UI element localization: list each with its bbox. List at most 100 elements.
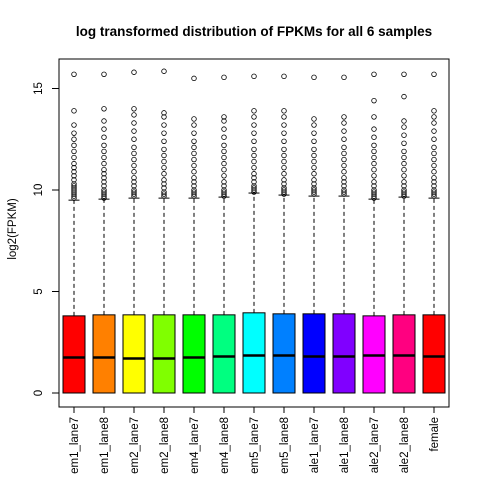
outlier-point — [401, 118, 407, 124]
outlier-point — [371, 173, 377, 179]
outlier-point — [71, 108, 77, 114]
outlier-point — [251, 183, 257, 189]
outlier-point — [341, 189, 347, 195]
box-iqr — [242, 312, 266, 394]
outlier-point — [251, 73, 257, 80]
outlier-point — [251, 138, 257, 144]
outlier-point — [101, 160, 107, 167]
outlier-point — [311, 146, 317, 153]
outlier-point — [431, 71, 437, 77]
box-iqr — [92, 314, 116, 394]
outlier-point — [401, 140, 407, 147]
outlier-point — [371, 142, 377, 149]
outlier-point — [71, 191, 77, 197]
outlier-point — [251, 130, 257, 136]
outlier-point — [341, 156, 347, 163]
outlier-point — [101, 126, 107, 132]
outlier-point — [161, 181, 167, 187]
outlier-point — [281, 73, 287, 80]
outlier-point — [371, 179, 377, 185]
outlier-point — [251, 164, 257, 171]
outlier-point — [71, 187, 77, 193]
outlier-point — [71, 181, 77, 187]
outlier-point — [161, 152, 167, 159]
outlier-point — [281, 164, 287, 171]
outlier-point — [401, 187, 407, 193]
outlier-point — [191, 179, 197, 185]
box-em4_lane7 — [182, 75, 206, 394]
outlier-point — [131, 189, 137, 195]
outlier-point — [251, 175, 257, 181]
outlier-point — [221, 173, 227, 179]
outlier-point — [371, 187, 377, 193]
outlier-point — [71, 189, 77, 195]
outlier-point — [191, 183, 197, 189]
outlier-point — [401, 154, 407, 161]
outlier-point — [131, 156, 137, 163]
box-ale1_lane7 — [302, 74, 326, 394]
outlier-point — [191, 150, 197, 157]
outlier-point — [191, 138, 197, 144]
outlier-point — [71, 154, 77, 161]
outlier-point — [281, 130, 287, 136]
outlier-point — [131, 175, 137, 181]
box-em4_lane8 — [212, 74, 236, 394]
outlier-point — [71, 183, 77, 189]
outlier-point — [191, 189, 197, 195]
outlier-point — [131, 69, 137, 75]
y-tick-label: 5 — [33, 288, 45, 294]
outlier-point — [251, 146, 257, 153]
outlier-point — [251, 152, 257, 159]
outlier-point — [101, 195, 107, 201]
x-tick-label: em2_lane7 — [129, 417, 141, 474]
outlier-point — [311, 177, 317, 183]
x-tick-label: em1_lane7 — [69, 417, 81, 474]
outlier-point — [281, 189, 287, 195]
outlier-point — [431, 169, 437, 175]
y-tick-label: 10 — [33, 184, 45, 197]
outlier-point — [341, 191, 347, 197]
outlier-point — [131, 106, 137, 112]
outlier-point — [341, 175, 347, 181]
outlier-point — [401, 132, 407, 138]
outlier-point — [281, 177, 287, 183]
outlier-point — [281, 146, 287, 153]
outlier-point — [161, 146, 167, 153]
outlier-point — [221, 189, 227, 195]
outlier-point — [101, 171, 107, 177]
outlier-point — [311, 122, 317, 128]
outlier-point — [131, 150, 137, 157]
outlier-point — [341, 128, 347, 134]
outlier-point — [101, 166, 107, 173]
outlier-point — [341, 120, 347, 126]
outlier-point — [341, 150, 347, 157]
outlier-point — [71, 122, 77, 128]
outlier-point — [221, 154, 227, 161]
outlier-point — [101, 71, 107, 77]
box-female — [422, 71, 446, 394]
outlier-point — [221, 114, 227, 120]
outlier-point — [131, 193, 137, 199]
x-tick-label: em4_lane8 — [219, 417, 231, 474]
outlier-point — [101, 175, 107, 181]
outlier-point — [251, 108, 257, 114]
x-tick-label: ale1_lane8 — [339, 417, 351, 473]
outlier-point — [281, 187, 287, 193]
outlier-point — [311, 185, 317, 191]
outlier-point — [221, 118, 227, 124]
y-axis: 0 5 10 15 — [33, 82, 60, 396]
x-tick-label: ale2_lane8 — [399, 417, 411, 473]
outlier-point — [71, 164, 77, 171]
outlier-point — [281, 185, 287, 191]
outlier-point — [161, 138, 167, 144]
outlier-point — [161, 185, 167, 191]
outlier-point — [341, 169, 347, 175]
outlier-point — [341, 187, 347, 193]
outlier-point — [251, 189, 257, 195]
chart-title: log transformed distribution of FPKMs fo… — [76, 24, 432, 39]
outlier-point — [311, 181, 317, 187]
outlier-point — [401, 193, 407, 199]
outlier-point — [131, 191, 137, 197]
outlier-point — [161, 164, 167, 171]
